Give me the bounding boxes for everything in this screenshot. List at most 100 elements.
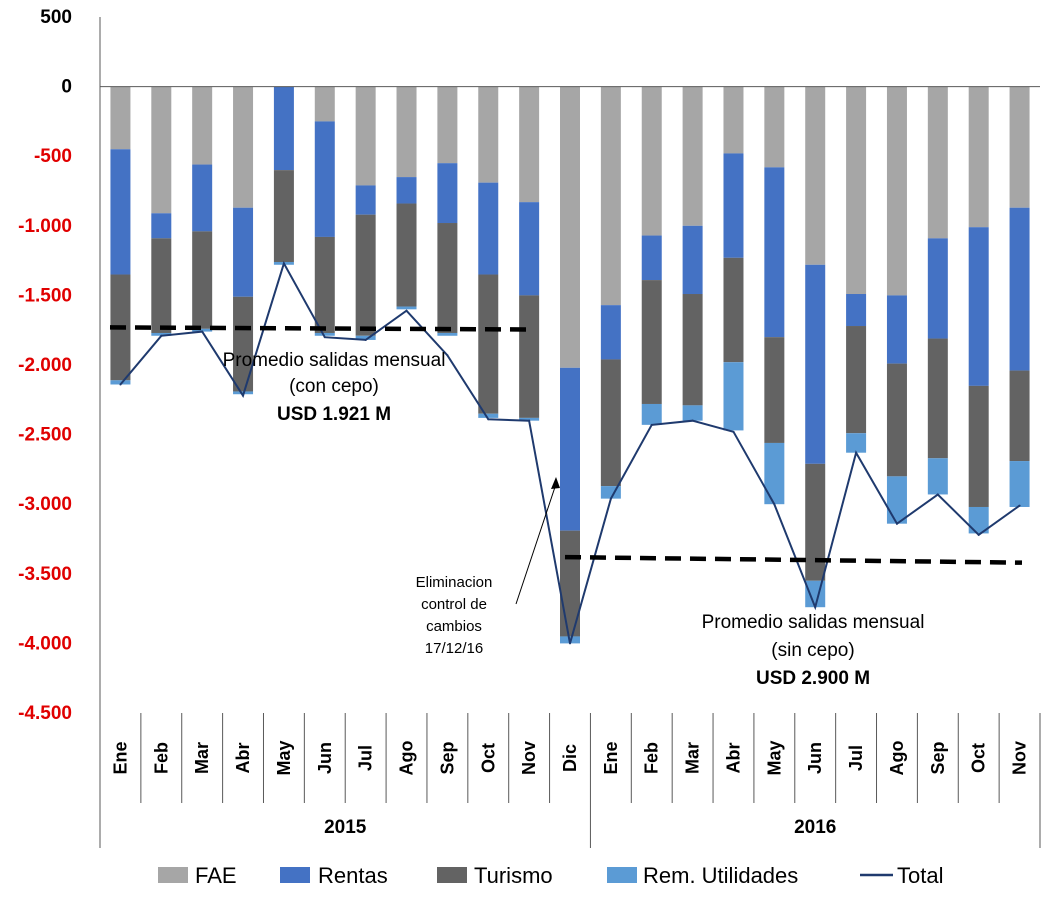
bar-turismo — [273, 170, 294, 262]
y-tick-label: 500 — [40, 7, 72, 28]
x-tick-label: Sep — [928, 741, 948, 774]
x-tick-label: May — [274, 740, 294, 775]
bar-rentas — [682, 225, 703, 295]
total-point — [855, 451, 858, 454]
bar-rentas — [560, 367, 580, 531]
bar-fae — [314, 86, 335, 122]
bar-fae — [846, 86, 867, 295]
bar-rem-utilidades — [927, 458, 948, 495]
bar-fae — [886, 86, 907, 296]
bar-turismo — [314, 236, 335, 333]
year-label: 2016 — [794, 817, 836, 838]
average-line-con-cepo — [109, 325, 531, 332]
bar-fae — [723, 86, 744, 154]
bar-rentas — [846, 294, 867, 327]
bar-turismo — [764, 337, 785, 443]
bar-fae — [968, 86, 989, 228]
bar-rentas — [355, 185, 376, 215]
total-point — [936, 493, 939, 496]
total-point — [160, 334, 163, 337]
total-point — [650, 423, 653, 426]
bar-turismo — [355, 214, 376, 336]
bar-rentas — [437, 163, 458, 224]
total-point — [691, 419, 694, 422]
legend-swatch-fae — [158, 867, 188, 883]
bar-turismo — [233, 296, 254, 392]
bar-rentas — [110, 149, 131, 275]
bar-fae — [396, 86, 417, 178]
bar-turismo — [846, 326, 867, 434]
bar-rem-utilidades — [641, 403, 662, 425]
bar-rentas — [478, 182, 499, 275]
bar-rentas — [273, 86, 294, 171]
bar-turismo — [1009, 370, 1030, 462]
annotations-layer: Promedio salidas mensual (con cepo) USD 1.… — [109, 325, 1023, 689]
y-tick-label: -2.000 — [18, 355, 72, 376]
bar-rem-utilidades — [396, 306, 417, 310]
x-tick-label: Sep — [437, 741, 457, 774]
bar-turismo — [682, 294, 703, 406]
elimination-label: control de — [421, 596, 487, 613]
y-tick-label: 0 — [61, 77, 72, 98]
bar-fae — [355, 86, 376, 186]
bar-turismo — [641, 280, 662, 404]
elimination-label: cambios — [426, 618, 482, 635]
bar-rem-utilidades — [846, 433, 867, 453]
total-point — [282, 262, 285, 265]
bar-turismo — [519, 295, 540, 418]
bar-rentas — [723, 153, 744, 258]
bar-rem-utilidades — [151, 332, 172, 336]
bar-rentas — [233, 207, 254, 297]
bar-rentas — [1009, 207, 1030, 371]
legend-label: Total — [897, 863, 943, 888]
bar-turismo — [600, 359, 621, 487]
total-point — [528, 419, 531, 422]
total-point — [609, 497, 612, 500]
avg-con-cepo-value: USD 1.921 M — [277, 404, 391, 425]
bar-rentas — [600, 305, 621, 360]
bar-rentas — [886, 295, 907, 364]
bar-rentas — [927, 238, 948, 339]
total-point — [569, 642, 571, 645]
total-point — [977, 533, 980, 536]
bar-fae — [1009, 86, 1030, 208]
x-tick-label: Jul — [356, 745, 376, 771]
legend-label: Rem. Utilidades — [643, 863, 798, 888]
bar-turismo — [886, 363, 907, 477]
bar-fae — [478, 86, 499, 183]
bar-fae — [151, 86, 172, 214]
bar-rentas — [192, 164, 213, 232]
elimination-label: Eliminacion — [416, 574, 493, 591]
total-point — [895, 522, 898, 525]
x-tick-label: Oct — [478, 743, 498, 773]
y-tick-label: -1.500 — [18, 285, 72, 306]
bar-rentas — [151, 213, 172, 239]
bar-fae — [560, 86, 580, 368]
x-tick-label: Nov — [519, 741, 539, 775]
bar-fae — [110, 86, 131, 150]
avg-con-cepo-sub: (con cepo) — [289, 376, 379, 397]
x-tick-label: Mar — [683, 742, 703, 774]
x-tick-label: Abr — [233, 743, 253, 774]
total-point — [732, 430, 735, 433]
bar-fae — [437, 86, 458, 164]
bar-rem-utilidades — [314, 332, 335, 336]
x-tick-label: Oct — [969, 743, 989, 773]
x-tick-label: Jul — [846, 745, 866, 771]
y-tick-label: -2.500 — [18, 425, 72, 446]
y-tick-label: -500 — [34, 146, 72, 167]
elimination-arrow — [515, 483, 557, 605]
x-tick-label: Nov — [1010, 741, 1030, 775]
bars-layer — [110, 86, 1030, 645]
bar-rentas — [396, 177, 417, 204]
bar-fae — [927, 86, 948, 239]
x-tick-label: Jun — [315, 742, 335, 774]
x-tick-label: Feb — [642, 742, 662, 774]
total-point — [405, 309, 408, 312]
total-point — [242, 394, 245, 397]
y-tick-label: -1.000 — [18, 216, 72, 237]
legend: FAE Rentas Turismo Rem. Utilidades Total — [158, 863, 943, 888]
avg-sin-cepo-label: Promedio salidas mensual — [702, 612, 925, 633]
bar-turismo — [805, 463, 826, 581]
